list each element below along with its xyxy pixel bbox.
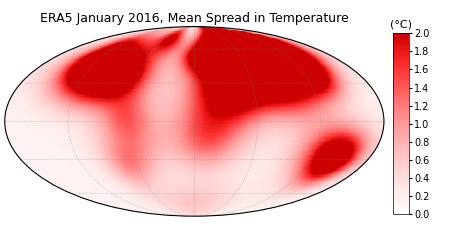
Title: (°C): (°C) [390,20,412,30]
Title: ERA5 January 2016, Mean Spread in Temperature: ERA5 January 2016, Mean Spread in Temper… [40,12,349,25]
